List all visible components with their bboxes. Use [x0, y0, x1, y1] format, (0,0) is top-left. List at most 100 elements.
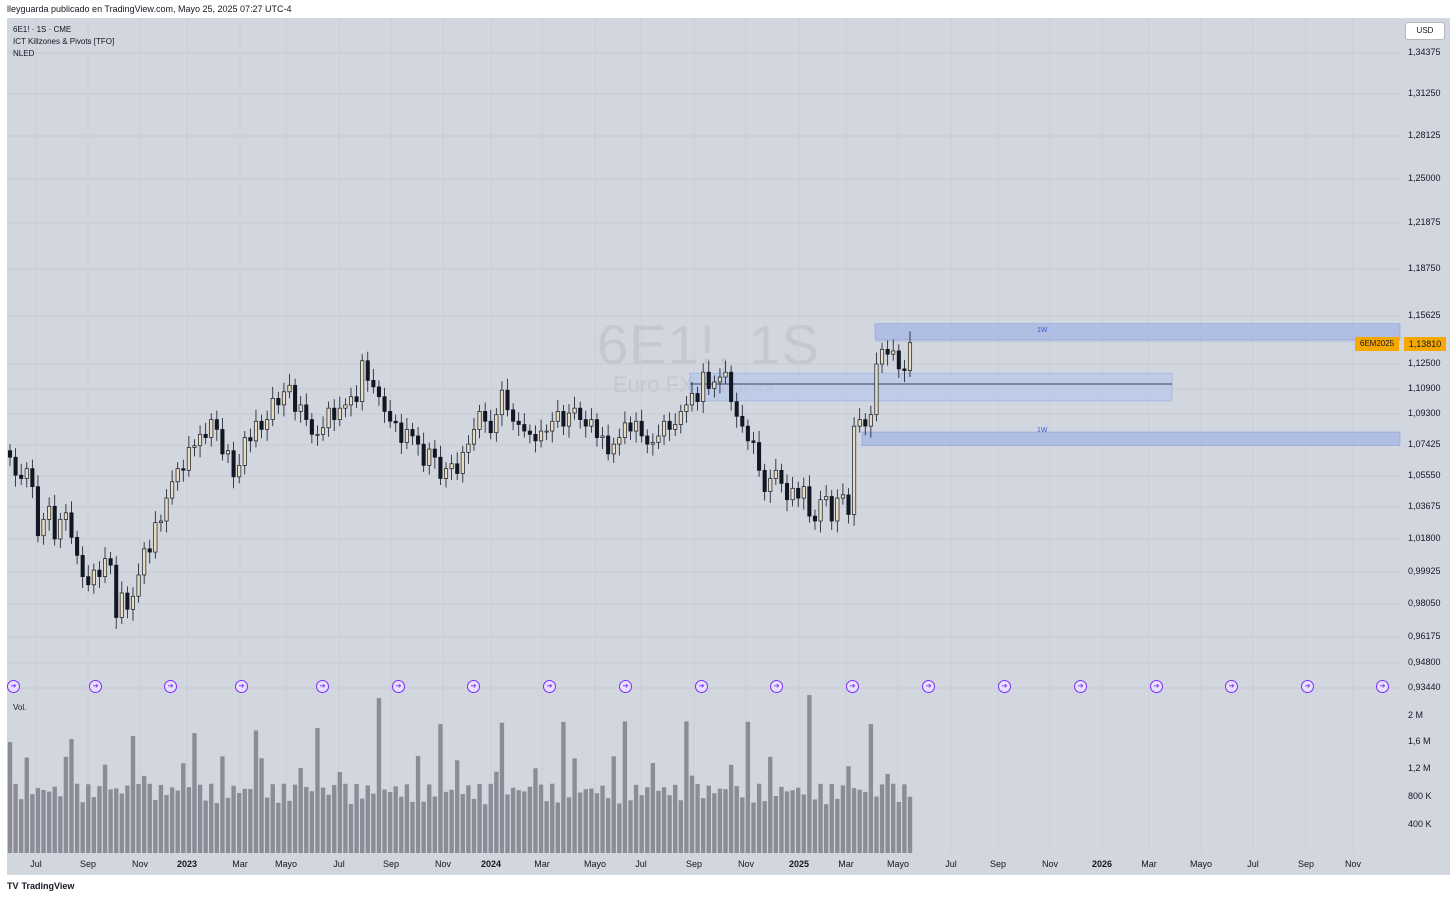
- volume-bar: [13, 783, 18, 853]
- time-tick-label: Mayo: [583, 859, 607, 869]
- volume-bar: [561, 721, 566, 853]
- candle-body: [203, 433, 208, 438]
- arrow-right-circle-icon[interactable]: ➔: [998, 680, 1011, 693]
- price-tick-label: 1,07425: [1408, 439, 1441, 449]
- volume-bar: [510, 787, 516, 853]
- watermark-symbol: 6E1!, 1S: [597, 313, 820, 376]
- volume-bar: [427, 784, 432, 853]
- candle-body: [835, 497, 840, 522]
- candle-body: [494, 414, 499, 434]
- candle-body: [220, 429, 225, 455]
- volume-bar: [7, 742, 13, 853]
- volume-bar: [237, 793, 242, 853]
- candle-body: [326, 407, 331, 429]
- currency-button[interactable]: USD: [1405, 22, 1445, 40]
- candle-body: [24, 468, 29, 479]
- candle-body: [237, 465, 242, 478]
- time-axis[interactable]: [7, 853, 1450, 875]
- arrow-right-circle-icon[interactable]: ➔: [543, 680, 556, 693]
- volume-bar: [326, 794, 331, 853]
- candle-body: [589, 419, 594, 427]
- candle-body: [812, 515, 817, 522]
- candle-body: [555, 411, 560, 422]
- volume-bar: [348, 803, 354, 853]
- arrow-right-circle-icon[interactable]: ➔: [235, 680, 248, 693]
- candle-body: [125, 592, 130, 610]
- volume-bar: [130, 735, 136, 853]
- arrow-right-circle-icon[interactable]: ➔: [316, 680, 329, 693]
- legend-indicator-nled[interactable]: NLED: [13, 49, 35, 58]
- arrow-right-circle-icon[interactable]: ➔: [619, 680, 632, 693]
- volume-bar: [667, 795, 672, 853]
- candle-body: [762, 469, 767, 492]
- arrow-right-circle-icon[interactable]: ➔: [467, 680, 480, 693]
- candle-body: [416, 435, 421, 445]
- volume-bar: [868, 724, 874, 853]
- symbol-price-tag: 6EM2025: [1355, 337, 1399, 351]
- volume-bar: [823, 804, 829, 853]
- arrow-right-circle-icon[interactable]: ➔: [164, 680, 177, 693]
- candle-body: [114, 564, 119, 618]
- candle-body: [583, 419, 588, 427]
- arrow-right-circle-icon[interactable]: ➔: [1301, 680, 1314, 693]
- arrow-right-circle-icon[interactable]: ➔: [1376, 680, 1389, 693]
- time-tick-label: Sep: [382, 859, 400, 869]
- time-tick-label: 2026: [1091, 859, 1113, 869]
- volume-bar: [488, 783, 493, 853]
- arrow-right-circle-icon[interactable]: ➔: [392, 680, 405, 693]
- candle-body: [712, 381, 717, 389]
- volume-bar: [566, 797, 572, 853]
- volume-bar: [874, 796, 879, 853]
- candle-body: [432, 448, 437, 458]
- volume-bar: [840, 785, 846, 853]
- time-tick-label: Sep: [685, 859, 703, 869]
- candle-body: [907, 342, 913, 371]
- volume-bar: [695, 784, 700, 853]
- arrow-right-circle-icon[interactable]: ➔: [695, 680, 708, 693]
- volume-bar: [734, 786, 739, 853]
- candle-body: [315, 433, 320, 436]
- volume-bar: [678, 800, 683, 853]
- arrow-right-circle-icon[interactable]: ➔: [1150, 680, 1163, 693]
- candle-body: [63, 512, 68, 520]
- zone-label-upper: 1W: [1037, 327, 1048, 334]
- legend-symbol[interactable]: 6E1! · 1S · CME: [13, 25, 72, 34]
- candle-body: [460, 451, 465, 474]
- volume-bar: [114, 788, 119, 853]
- candle-body: [382, 396, 387, 412]
- volume-bar: [35, 787, 41, 853]
- candle-body: [852, 425, 857, 515]
- arrow-right-circle-icon[interactable]: ➔: [1074, 680, 1087, 693]
- volume-bar: [186, 787, 192, 853]
- volume-bar: [740, 797, 745, 853]
- volume-bar: [684, 721, 689, 853]
- arrow-right-circle-icon[interactable]: ➔: [89, 680, 102, 693]
- time-tick-label: Nov: [1041, 859, 1059, 869]
- tradingview-logo[interactable]: TV TradingView: [7, 881, 74, 891]
- candle-body: [466, 443, 471, 453]
- arrow-right-circle-icon[interactable]: ➔: [7, 680, 20, 693]
- volume-bar: [399, 796, 404, 853]
- candle-body: [41, 519, 46, 537]
- arrow-right-circle-icon[interactable]: ➔: [846, 680, 859, 693]
- price-axis[interactable]: [1400, 18, 1450, 853]
- volume-bar: [153, 799, 158, 853]
- volume-bar: [30, 794, 35, 853]
- candle-body: [544, 430, 549, 433]
- tradingview-logo-icon: TV: [7, 881, 19, 891]
- volume-bar: [24, 757, 29, 853]
- legend-indicator-killzones[interactable]: ICT Killzones & Pivots [TFO]: [13, 37, 115, 46]
- volume-pane-label[interactable]: Vol.: [13, 703, 27, 712]
- arrow-right-circle-icon[interactable]: ➔: [770, 680, 783, 693]
- arrow-right-circle-icon[interactable]: ➔: [922, 680, 935, 693]
- candle-body: [471, 429, 477, 445]
- publish-header: lleyguarda publicado en TradingView.com,…: [0, 0, 1456, 18]
- weekly-zone-upper: [874, 323, 1401, 340]
- arrow-right-circle-icon[interactable]: ➔: [1225, 680, 1238, 693]
- candle-body: [281, 391, 286, 406]
- volume-bar: [41, 789, 46, 853]
- volume-bar: [812, 799, 818, 853]
- candle-body: [293, 384, 298, 412]
- candle-body: [332, 407, 337, 420]
- volume-bar: [86, 784, 91, 853]
